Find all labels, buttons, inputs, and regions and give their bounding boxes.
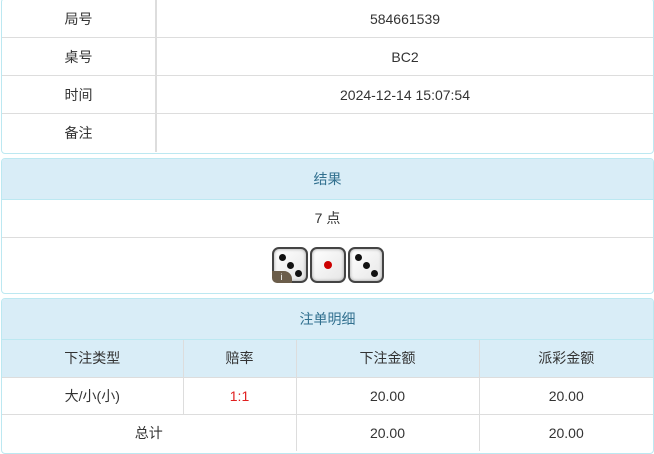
pip <box>354 254 362 262</box>
pip <box>278 254 286 262</box>
bet-odds: 1:1 <box>183 376 297 414</box>
header-payout: 派彩金额 <box>479 340 653 377</box>
table-row: 备注 <box>2 113 653 152</box>
header-bet-type: 下注类型 <box>2 340 184 377</box>
label-round: 局号 <box>2 0 157 38</box>
pip <box>294 270 302 278</box>
die-1-icon <box>309 247 346 284</box>
table-row: 时间 2024-12-14 15:07:54 <box>2 75 653 114</box>
bet-payout: 20.00 <box>479 376 653 414</box>
result-panel: 结果 7 点 i <box>1 158 654 294</box>
result-points: 7 点 <box>314 210 341 227</box>
bet-type: 大/小(小) <box>2 376 184 414</box>
table-row: 局号 584661539 <box>2 0 653 38</box>
value-remark <box>156 113 653 152</box>
header-odds: 赔率 <box>183 340 297 377</box>
pip <box>370 270 378 278</box>
table-row: 桌号 BC2 <box>2 37 653 76</box>
info-panel: 局号 584661539 桌号 BC2 时间 2024-12-14 15:07:54 … <box>1 0 654 154</box>
bet-title: 注单明细 <box>2 299 653 340</box>
value-round: 584661539 <box>156 0 653 38</box>
pip <box>362 262 370 270</box>
bet-panel: 注单明细 下注类型 赔率 下注金额 派彩金额 大/小(小) 1:1 20.00 20.00 … <box>1 298 654 454</box>
die-3-icon <box>347 247 384 284</box>
dice-row: i <box>2 236 653 293</box>
value-table: BC2 <box>156 37 653 76</box>
label-table: 桌号 <box>2 37 157 76</box>
header-amount: 下注金额 <box>296 340 480 377</box>
pip <box>323 261 332 270</box>
info-badge-icon[interactable]: i <box>271 271 292 284</box>
bet-amount: 20.00 <box>296 376 480 414</box>
pip <box>286 262 294 270</box>
die-3-icon: i <box>271 247 308 284</box>
total-row: 总计 20.00 20.00 <box>2 413 653 451</box>
table-row: 大/小(小) 1:1 20.00 20.00 <box>2 376 653 414</box>
label-time: 时间 <box>2 75 157 114</box>
label-remark: 备注 <box>2 113 157 152</box>
total-label: 总计 <box>2 413 297 451</box>
total-amount: 20.00 <box>296 413 480 451</box>
result-title: 结果 <box>2 159 653 200</box>
value-time: 2024-12-14 15:07:54 <box>156 75 653 114</box>
total-payout: 20.00 <box>479 413 653 451</box>
info-table: 局号 584661539 桌号 BC2 时间 2024-12-14 15:07:54 … <box>2 0 653 152</box>
